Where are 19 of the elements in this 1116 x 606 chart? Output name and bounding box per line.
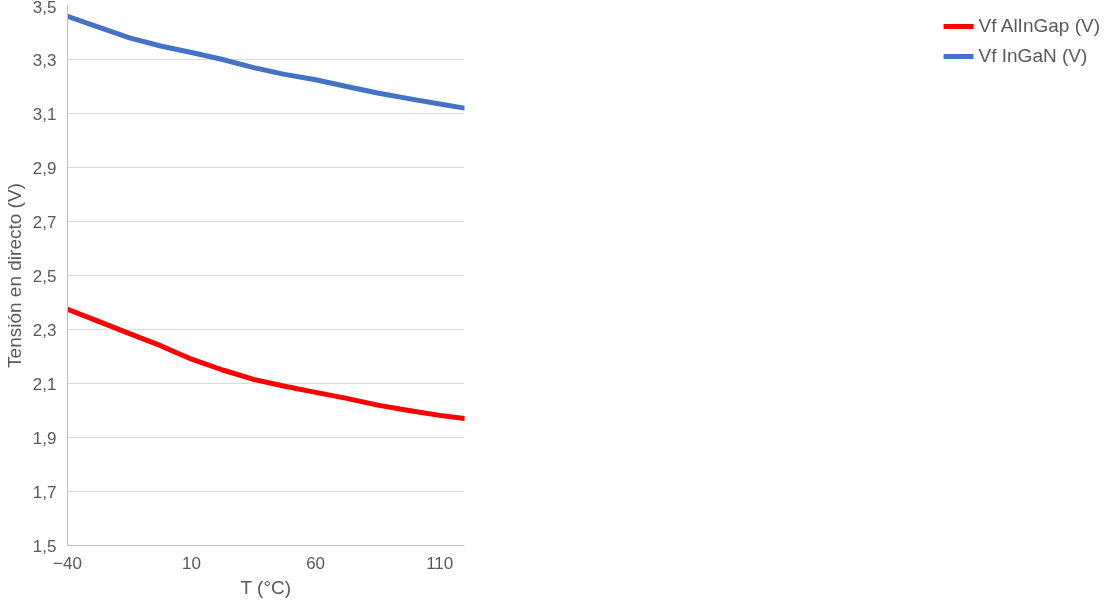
y-tick-label: 1,7 [32,482,57,502]
legend-label: Vf AlInGap (V) [978,15,1100,37]
legend-label: Vf InGaN (V) [978,45,1088,67]
y-axis-title: Tensión en directo (V) [3,183,25,368]
x-axis-title: T (°C) [240,576,292,598]
x-tick-label: 110 [426,553,454,573]
y-tick-label: 2,9 [32,158,57,178]
x-tick-label: 10 [182,553,202,573]
y-tick-label: 2,7 [32,212,57,232]
x-tick-label: 60 [306,553,326,573]
y-tick-label: 2,5 [32,266,57,286]
y-tick-label: 1,9 [32,428,57,448]
y-tick-label: 3,1 [32,104,57,124]
y-tick-label: 3,3 [32,50,57,70]
y-tick-label: 3,5 [32,0,57,17]
y-tick-label: 1,5 [32,536,57,556]
y-tick-label: 2,3 [32,320,57,340]
y-tick-label: 2,1 [32,374,57,394]
x-tick-label: −40 [53,553,82,573]
